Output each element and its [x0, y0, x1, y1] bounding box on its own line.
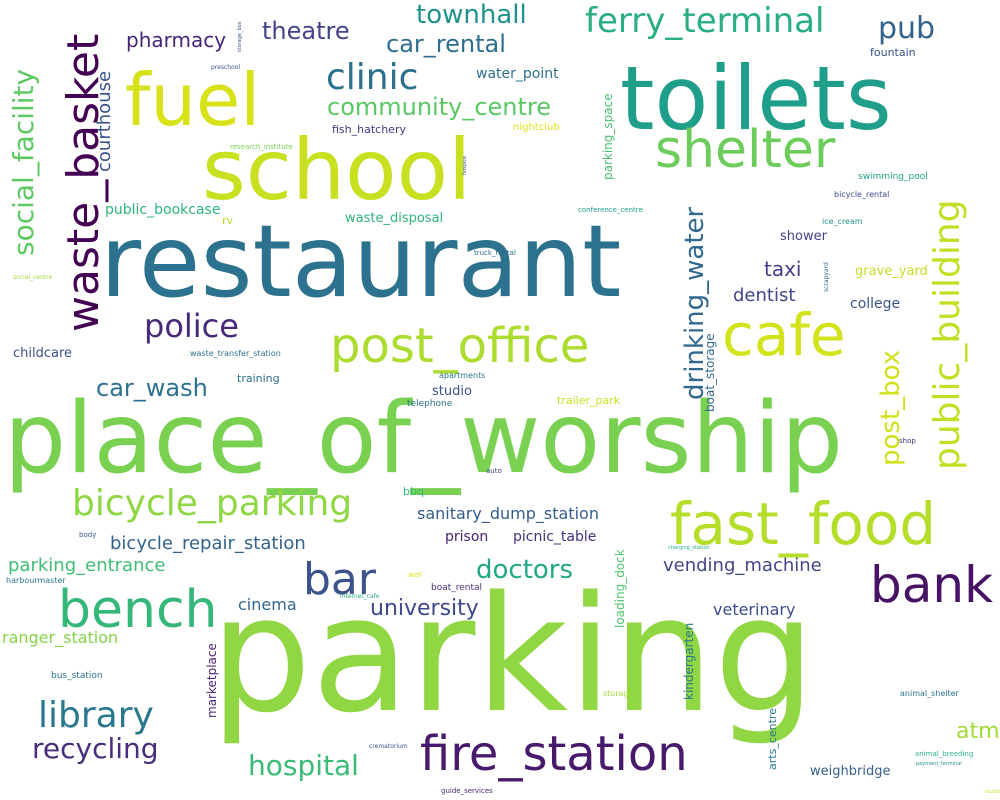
word-bench: bench — [58, 580, 218, 640]
word-cinema: cinema — [238, 595, 297, 614]
word-water-point: water_point — [476, 66, 559, 82]
word-picnic-table: picnic_table — [513, 529, 597, 545]
word-atm: atm — [956, 719, 1000, 744]
word-university: university — [370, 596, 479, 621]
word-public-building: public_building — [927, 199, 968, 470]
word-parking-entrance: parking_entrance — [8, 555, 166, 576]
word-townhall: townhall — [416, 0, 527, 30]
word-post-box: post_box — [876, 349, 906, 466]
word-fire-station: fire_station — [420, 726, 688, 782]
word-courthouse: courthouse — [94, 70, 115, 172]
word-bicycle-rental: bicycle_rental — [834, 190, 890, 199]
word-harbourmaster: harbourmaster — [6, 576, 66, 585]
word-research-institute: research_institute — [230, 143, 293, 151]
word-crematorium: crematorium — [369, 743, 408, 750]
word-police: police — [144, 307, 239, 345]
word-dentist: dentist — [733, 285, 796, 306]
word-storage: storage — [603, 689, 634, 698]
word-prison: prison — [445, 529, 489, 545]
word-rv: rv — [222, 214, 234, 227]
word-payment-terminal: payment_terminal — [916, 761, 962, 767]
word-clinic: clinic — [326, 57, 419, 98]
word-bar: bar — [303, 554, 376, 605]
word-public-bookcase: public_bookcase — [105, 202, 221, 218]
word-community-centre: community_centre — [327, 93, 552, 121]
word-guide-services: guide_services — [441, 787, 493, 795]
word-studio: studio — [432, 384, 472, 399]
word-childcare: childcare — [13, 346, 73, 361]
word-post-office: post_office — [330, 318, 590, 374]
word-car-wash: car_wash — [96, 374, 208, 402]
word-place-of-worship: place_of_worship — [4, 382, 844, 496]
word-college: college — [850, 296, 901, 312]
word-hospice: hospice — [462, 155, 468, 175]
word-school: school — [202, 121, 472, 219]
word-auto: auto — [486, 467, 502, 475]
word-fish-hatchery: fish_hatchery — [332, 123, 406, 136]
word-truck-rental: truck_rental — [474, 249, 516, 257]
word-pub: pub — [878, 11, 936, 46]
word-cafe: cafe — [722, 301, 846, 369]
word-toilets: toilets — [620, 47, 892, 150]
word-sanitary-dump-station: sanitary_dump_station — [417, 504, 599, 523]
word-apartments: apartments — [439, 371, 486, 380]
word-shop: shop — [899, 437, 916, 445]
word-restaurant: restaurant — [100, 203, 622, 320]
word-weighbridge: weighbridge — [810, 764, 891, 779]
word-doctors: doctors — [476, 555, 574, 585]
word-ice-cream: ice_cream — [822, 217, 863, 226]
word-arts-centre: arts_centre — [766, 708, 779, 770]
word-library: library — [38, 695, 154, 736]
word-waste-disposal: waste_disposal — [345, 211, 444, 226]
word-animal-shelter: animal_shelter — [900, 689, 959, 698]
word-bus-station: bus_station — [51, 671, 103, 681]
word-boat-rental: boat_rental — [431, 583, 483, 593]
word-nightclub: nightclub — [513, 122, 560, 133]
word-scrapyard: scrapyard — [823, 262, 830, 292]
word-pharmacy: pharmacy — [126, 28, 227, 52]
word-bank: bank — [870, 556, 994, 614]
word-grave-yard: grave_yard — [855, 264, 928, 279]
word-vending-machine: vending_machine — [663, 555, 822, 576]
word-boat-storage: boat_storage — [703, 333, 717, 412]
word-trailer-park: trailer_park — [557, 394, 621, 407]
word-parking: parking — [210, 561, 816, 748]
word-bbq: bbq — [403, 485, 424, 498]
word-shower: shower — [780, 229, 827, 244]
word-bicycle-parking: bicycle_parking — [72, 483, 353, 524]
word-marketplace: marketplace — [205, 643, 219, 718]
word-ferry-terminal: ferry_terminal — [585, 1, 825, 41]
word-ranger-station: ranger_station — [2, 628, 119, 647]
word-parking-space: parking_space — [601, 93, 615, 180]
word-bicycle-repair-station: bicycle_repair_station — [110, 533, 306, 554]
word-theatre: theatre — [262, 17, 350, 45]
word-storage-box: storage_box — [237, 21, 243, 52]
word-loading-dock: loading_dock — [613, 549, 627, 628]
word-telephone: telephone — [407, 399, 453, 409]
word-nursing-home: nursing_home — [985, 789, 1000, 795]
word-training: training — [237, 372, 280, 385]
word-preschool: preschool — [211, 64, 241, 71]
word-animal-breeding: animal_breeding — [915, 750, 974, 758]
word-fountain: fountain — [870, 46, 916, 59]
word-fast-food: fast_food — [670, 490, 937, 558]
word-well: well — [408, 571, 422, 579]
word-conference-centre: conference_centre — [578, 206, 643, 214]
word-charging-station: charging_station — [668, 545, 710, 551]
word-social-centre: social_centre — [13, 274, 53, 281]
word-internet-cafe: internet_cafe — [340, 593, 380, 600]
word-swimming-pool: swimming_pool — [858, 172, 928, 182]
word-car-rental: car_rental — [386, 30, 506, 58]
word-veterinary: veterinary — [713, 600, 796, 619]
word-taxi: taxi — [764, 257, 802, 281]
word-recycling: recycling — [32, 732, 159, 765]
word-fuel: fuel — [125, 58, 261, 142]
word-social-facility: social_facility — [7, 68, 40, 256]
word-hospital: hospital — [248, 749, 359, 782]
word-waste-transfer-station: waste_transfer_station — [190, 349, 281, 358]
word-shelter: shelter — [655, 120, 836, 180]
word-body: body — [79, 531, 97, 539]
word-kindergarten: kindergarten — [682, 622, 696, 700]
